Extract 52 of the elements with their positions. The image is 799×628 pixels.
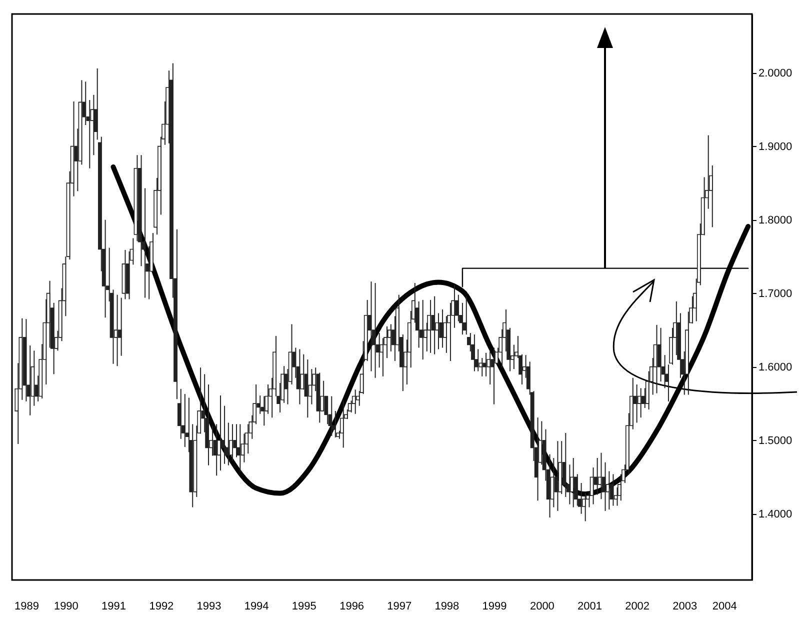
candlestick [324,396,328,425]
candlestick [482,352,487,377]
candlestick [554,440,558,512]
candlestick [653,324,658,394]
x-tick-label: 1998 [434,600,460,612]
x-tick-label: 1997 [387,600,412,612]
candlestick [296,348,300,405]
y-tick-label: 1.8000 [758,214,792,226]
candlestick [217,395,221,471]
x-tick-label: 1995 [292,600,316,612]
candlestick [447,302,451,362]
y-tick-label: 1.6000 [758,361,792,374]
candlestick [308,368,312,405]
x-tick-label: 1996 [340,600,364,612]
x-tick-label: 1991 [102,600,126,612]
candlestick [471,334,475,372]
candlestick [427,299,432,354]
candlestick [431,296,436,355]
candlestick [236,424,241,472]
candlestick [260,396,265,426]
x-tick-label: 2004 [712,600,737,612]
candlestick [610,474,614,506]
candlestick [490,347,494,405]
candlestick [435,312,439,350]
y-tick-label: 1.7000 [758,288,792,300]
candlestick [439,308,444,348]
candlestick [233,424,238,458]
y-tick-label: 1.9000 [758,140,792,153]
x-tick-label: 2000 [530,600,554,612]
y-tick-label: 1.5000 [758,434,792,447]
candlestick [368,281,372,372]
x-tick-label: 1992 [149,600,174,612]
x-tick-label: 1989 [14,600,39,612]
x-tick-label: 1993 [196,600,222,612]
candlestick [455,294,459,322]
x-tick-label: 1990 [54,600,78,612]
candlestick [213,424,218,476]
candlestick [478,358,483,377]
candlestick [598,452,602,500]
x-tick-label: 1999 [482,600,507,612]
candlestick [443,316,447,354]
x-tick-label: 2002 [625,600,650,612]
x-tick-label: 2001 [578,600,602,612]
candlestick [328,396,332,436]
y-tick-label: 2.0000 [758,67,792,80]
y-tick-label: 1.4000 [758,508,792,520]
candlestick [304,358,308,418]
candlestick [229,424,233,462]
candlestick [221,405,226,464]
x-tick-label: 2003 [672,600,698,612]
candlestick [486,350,491,385]
x-tick-label: 1994 [244,600,269,612]
